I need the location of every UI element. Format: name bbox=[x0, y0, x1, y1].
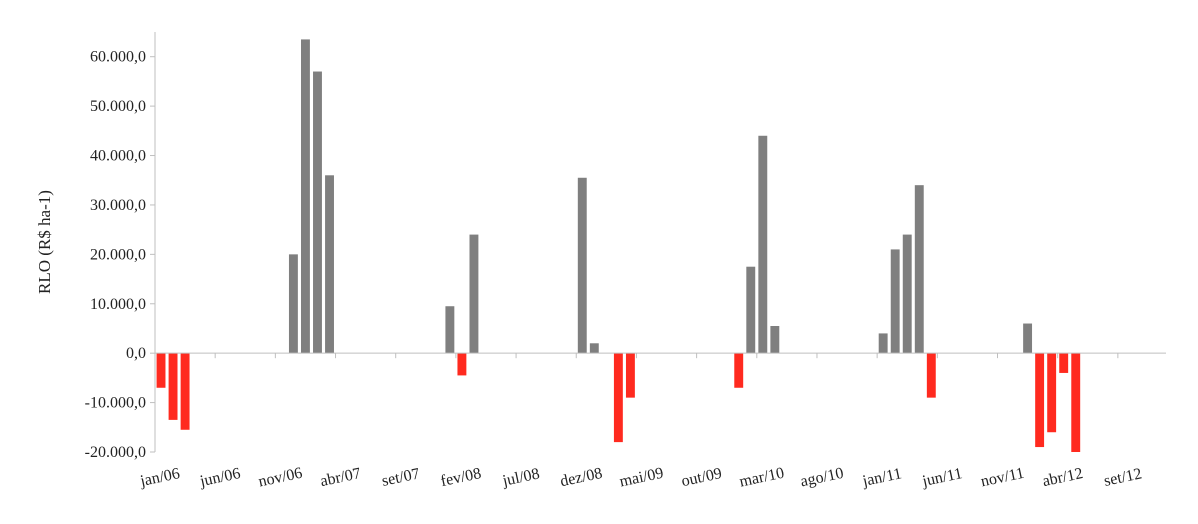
y-tick-label: 60.000,0 bbox=[90, 49, 146, 66]
x-tick-label: jun/06 bbox=[198, 465, 243, 490]
x-tick-label: nov/11 bbox=[979, 465, 1025, 491]
bar-jan-12 bbox=[1023, 323, 1033, 354]
x-axis-ticks: jan/06 jun/06 nov/06 abr/07 set/07 fev/08 jul/… bbox=[138, 353, 1143, 491]
bar-abr-10 bbox=[770, 326, 780, 354]
y-tick-label: -10.000,0 bbox=[85, 395, 146, 412]
y-axis-title: RLO (R$ ha-1) bbox=[35, 190, 54, 294]
bar-fev-08 bbox=[457, 353, 467, 376]
bar-fev-12 bbox=[1035, 353, 1045, 448]
y-axis-ticks: 60.000,0 50.000,0 40.000,0 30.000,0 20.000,0… bbox=[85, 49, 155, 461]
x-tick-label: mar/10 bbox=[738, 465, 786, 491]
x-tick-label: set/07 bbox=[380, 465, 421, 490]
x-tick-label: mai/09 bbox=[618, 465, 665, 491]
bar-jan-06 bbox=[156, 353, 166, 388]
x-tick-label: dez/08 bbox=[559, 465, 604, 490]
bar-mar-06 bbox=[180, 353, 190, 430]
x-tick-label: set/12 bbox=[1102, 465, 1143, 490]
x-tick-label: jan/11 bbox=[860, 465, 903, 490]
x-tick-label: nov/06 bbox=[257, 465, 304, 491]
bar-jan-08 bbox=[445, 306, 455, 354]
x-tick-label: abr/12 bbox=[1041, 465, 1085, 490]
y-tick-label: 10.000,0 bbox=[90, 296, 146, 313]
y-tick-label: -20.000,0 bbox=[85, 444, 146, 461]
bar-mar-08 bbox=[469, 234, 479, 354]
bar-dez-06 bbox=[288, 254, 298, 354]
bar-jan-11 bbox=[878, 333, 888, 354]
x-tick-label: fev/08 bbox=[439, 465, 483, 490]
bars bbox=[156, 39, 1081, 452]
y-tick-label: 20.000,0 bbox=[90, 246, 146, 263]
x-tick-label: jun/11 bbox=[920, 465, 964, 490]
bar-jan-07 bbox=[300, 39, 310, 354]
bar-jan-09 bbox=[589, 343, 599, 354]
y-tick-label: 50.000,0 bbox=[90, 98, 146, 115]
y-tick-label: 30.000,0 bbox=[90, 197, 146, 214]
bar-fev-06 bbox=[168, 353, 178, 420]
bar-jan-10 bbox=[734, 353, 744, 388]
bar-abr-11 bbox=[914, 185, 924, 354]
bar-mar-12 bbox=[1047, 353, 1057, 433]
bar-fev-07 bbox=[313, 71, 322, 354]
y-tick-label: 0,0 bbox=[126, 345, 146, 362]
x-tick-label: abr/07 bbox=[319, 465, 363, 490]
bar-mar-07 bbox=[325, 175, 334, 354]
x-tick-label: jan/06 bbox=[138, 465, 182, 490]
bar-fev-11 bbox=[890, 249, 900, 354]
y-tick-label: 40.000,0 bbox=[90, 148, 146, 165]
x-tick-label: ago/10 bbox=[799, 465, 845, 491]
bar-mai-12 bbox=[1071, 353, 1081, 452]
bar-dez-08 bbox=[577, 177, 587, 354]
bar-fev-10 bbox=[746, 266, 756, 354]
bar-mai-11 bbox=[926, 353, 936, 398]
bar-mar-10 bbox=[758, 135, 768, 354]
bar-abr-09 bbox=[625, 353, 635, 398]
x-tick-label: jul/08 bbox=[500, 465, 541, 490]
bar-abr-12 bbox=[1059, 353, 1069, 373]
bar-mar-11 bbox=[902, 234, 912, 354]
bar-mar-09 bbox=[613, 353, 623, 443]
x-tick-label: out/09 bbox=[680, 465, 724, 490]
